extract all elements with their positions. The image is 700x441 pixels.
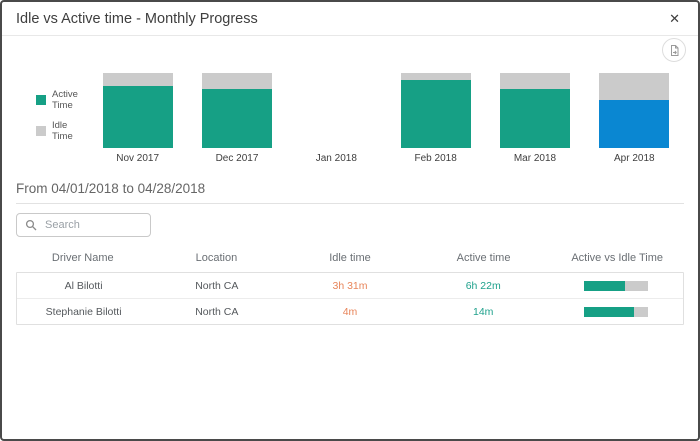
bar-slot-apr-2018[interactable]: Apr 2018 bbox=[585, 73, 684, 165]
active-segment bbox=[400, 79, 471, 148]
monthly-chart-section: Active Time Idle Time Nov 2017 Dec 2017 Ja… bbox=[2, 36, 698, 165]
active-vs-idle-cell bbox=[550, 280, 683, 292]
active-time-cell: 6h 22m bbox=[465, 279, 501, 292]
col-location: Location bbox=[195, 252, 238, 264]
month-label: Nov 2017 bbox=[116, 153, 160, 164]
location-cell: North CA bbox=[195, 305, 239, 318]
export-button[interactable] bbox=[662, 38, 686, 62]
table-header: Driver Name Location Idle time Active ti… bbox=[16, 249, 684, 267]
legend-label: Idle Time bbox=[52, 120, 73, 142]
stacked-bar bbox=[499, 73, 570, 148]
search-icon bbox=[25, 219, 37, 231]
stacked-bar bbox=[400, 73, 471, 148]
driver-name-cell: Stephanie Bilotti bbox=[45, 305, 122, 318]
table-body: Al Bilotti North CA 3h 31m 6h 22m Stephanie … bbox=[16, 272, 684, 325]
month-label: Mar 2018 bbox=[513, 153, 557, 164]
legend-label: Active Time bbox=[52, 89, 78, 111]
legend-item-active: Active Time bbox=[36, 89, 88, 111]
bar-slot-mar-2018[interactable]: Mar 2018 bbox=[485, 73, 584, 165]
search-box bbox=[16, 213, 151, 237]
stacked-bar bbox=[102, 73, 173, 148]
idle-segment bbox=[201, 73, 272, 89]
month-label: Apr 2018 bbox=[614, 153, 655, 164]
bar-chart: Nov 2017 Dec 2017 Jan 2018 Feb 2018 Mar 2018… bbox=[88, 73, 684, 165]
bar-slot-jan-2018[interactable]: Jan 2018 bbox=[287, 73, 386, 165]
idle-segment bbox=[499, 73, 570, 89]
active-time-swatch bbox=[36, 95, 46, 105]
search-input[interactable] bbox=[43, 218, 142, 232]
idle-time-swatch bbox=[36, 126, 46, 136]
progress-fill bbox=[584, 306, 635, 317]
close-button[interactable]: ✕ bbox=[665, 10, 684, 27]
stacked-bar bbox=[599, 73, 670, 148]
location-cell: North CA bbox=[195, 279, 239, 292]
active-idle-progress bbox=[584, 280, 649, 291]
active-vs-idle-cell bbox=[550, 306, 683, 318]
driver-name-cell: Al Bilotti bbox=[64, 279, 103, 292]
stacked-bar bbox=[301, 73, 371, 148]
col-active-vs-idle: Active vs Idle Time bbox=[571, 252, 664, 264]
close-icon: ✕ bbox=[669, 11, 680, 26]
progress-fill bbox=[584, 280, 626, 291]
active-idle-progress bbox=[584, 306, 649, 317]
col-active-time: Active time bbox=[456, 252, 511, 264]
idle-segment bbox=[400, 73, 471, 80]
month-label: Dec 2017 bbox=[215, 153, 259, 164]
bar-slot-nov-2017[interactable]: Nov 2017 bbox=[88, 73, 187, 165]
period-label: From 04/01/2018 to 04/28/2018 bbox=[16, 181, 206, 196]
month-label: Feb 2018 bbox=[414, 153, 457, 164]
idle-time-cell: 4m bbox=[342, 305, 358, 318]
dialog-title: Idle vs Active time - Monthly Progress bbox=[16, 10, 258, 27]
active-time-cell: 14m bbox=[472, 305, 494, 318]
idle-segment bbox=[599, 73, 670, 100]
bar-slot-dec-2017[interactable]: Dec 2017 bbox=[187, 73, 286, 165]
period-section: From 04/01/2018 to 04/28/2018 bbox=[2, 181, 698, 204]
chart-legend: Active Time Idle Time bbox=[16, 73, 88, 165]
bar-slot-feb-2018[interactable]: Feb 2018 bbox=[386, 73, 485, 165]
month-label: Jan 2018 bbox=[315, 153, 357, 164]
legend-item-idle: Idle Time bbox=[36, 120, 88, 142]
active-segment bbox=[499, 88, 570, 148]
stacked-bar bbox=[201, 73, 272, 148]
idle-segment bbox=[102, 73, 173, 86]
section-divider bbox=[16, 203, 684, 204]
col-idle-time: Idle time bbox=[329, 252, 371, 264]
table-row[interactable]: Stephanie Bilotti North CA 4m 14m bbox=[17, 298, 683, 324]
export-icon bbox=[670, 44, 678, 56]
dialog-header: Idle vs Active time - Monthly Progress ✕ bbox=[2, 2, 698, 36]
active-segment bbox=[599, 100, 670, 148]
active-segment bbox=[102, 85, 173, 148]
col-driver-name: Driver Name bbox=[51, 252, 114, 264]
active-segment bbox=[201, 88, 272, 148]
idle-time-cell: 3h 31m bbox=[332, 279, 368, 292]
table-row[interactable]: Al Bilotti North CA 3h 31m 6h 22m bbox=[17, 273, 683, 298]
